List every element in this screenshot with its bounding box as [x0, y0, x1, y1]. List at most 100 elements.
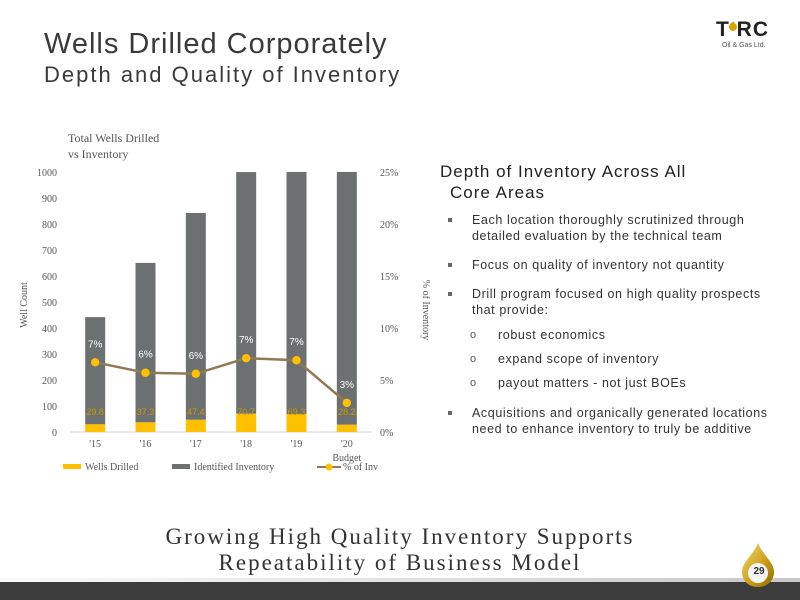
sub-bullet-text: robust economics: [498, 328, 606, 342]
pct-inventory-data-label: 3%: [340, 380, 355, 391]
y-tick-label: 500: [42, 298, 57, 309]
y-tick-label: 900: [42, 194, 57, 205]
wells-drilled-data-label: 69.3: [288, 407, 306, 417]
y-tick-label: 400: [42, 324, 57, 335]
wells-inventory-chart: Total Wells Drilled vs Inventory 0 100 200…: [19, 131, 430, 473]
x-tick-label: '17: [190, 439, 202, 450]
y-tick-label: 200: [42, 376, 57, 387]
logo-wordmark: T RC: [716, 18, 769, 41]
slide-tagline: Growing High Quality Inventory Supports …: [0, 524, 800, 576]
footer-gradient: [0, 578, 800, 582]
sub-bullet-text: expand scope of inventory: [498, 352, 659, 366]
bar-identified-inventory: [236, 172, 257, 414]
bar-wells-drilled: [236, 413, 257, 432]
y-tick-label: 0: [52, 428, 57, 439]
y2-tick-label: 20%: [380, 220, 398, 231]
legend-label-wells-drilled: Wells Drilled: [85, 462, 138, 473]
y-tick-label: 600: [42, 272, 57, 283]
sub-bullet-item: o robust economics: [448, 327, 768, 343]
bullet-item: Acquisitions and organically generated l…: [448, 405, 768, 437]
y2-tick-label: 0%: [380, 428, 393, 439]
logo-tagline: Oil & Gas Ltd.: [722, 42, 766, 49]
x-tick-label: '20: [341, 439, 353, 450]
pct-inventory-data-label: 7%: [88, 339, 103, 350]
page-number: 29: [753, 566, 765, 577]
slide-title: Wells Drilled Corporately: [44, 28, 388, 60]
wells-drilled-data-label: 28.2: [338, 407, 356, 417]
bullet-text: Acquisitions and organically generated l…: [472, 406, 768, 436]
y-tick-label: 100: [42, 402, 57, 413]
sub-bullet-item: o payout matters - not just BOEs: [448, 375, 768, 391]
bullet-text: Each location thoroughly scrutinized thr…: [472, 213, 745, 243]
square-bullet-icon: [448, 292, 452, 296]
slide-subtitle: Depth and Quality of Inventory: [44, 62, 402, 87]
footer-bar: [0, 582, 800, 600]
pct-inventory-point: [342, 398, 352, 408]
pct-inventory-data-label: 6%: [138, 350, 153, 361]
circle-bullet-icon: o: [470, 329, 477, 341]
bar-wells-drilled: [85, 424, 106, 432]
bullet-list: Each location thoroughly scrutinized thr…: [448, 212, 768, 437]
y-tick-label: 300: [42, 350, 57, 361]
pct-inventory-data-label: 7%: [239, 335, 254, 346]
wells-drilled-data-label: 29.8: [86, 407, 104, 417]
legend-swatch-wells-drilled: [63, 464, 81, 469]
torc-logo: T RC Oil & Gas Ltd.: [700, 18, 786, 54]
bar-identified-inventory: [85, 317, 106, 425]
y2-axis-label: % of Inventory: [420, 280, 430, 341]
pct-inventory-data-label: 7%: [289, 337, 304, 348]
right-heading-line1: Depth of Inventory Across All: [440, 162, 687, 181]
pct-inventory-point: [191, 369, 201, 378]
bullet-item: Focus on quality of inventory not quanti…: [448, 257, 768, 273]
bullet-text: Drill program focused on high quality pr…: [472, 287, 761, 317]
pct-inventory-point: [292, 356, 301, 365]
y2-tick-label: 25%: [380, 168, 398, 179]
legend-swatch-identified-inventory: [172, 464, 190, 469]
bar-identified-inventory: [336, 171, 357, 425]
y-tick-label: 800: [42, 220, 57, 231]
bar-wells-drilled: [286, 413, 307, 432]
x-tick-sublabel: Budget: [332, 453, 361, 464]
y2-tick-label: 15%: [380, 272, 398, 283]
y2-tick-label: 5%: [380, 376, 393, 387]
x-tick-label: '18: [240, 439, 252, 450]
bar-wells-drilled: [336, 424, 357, 432]
right-heading-line2: Core Areas: [450, 183, 546, 202]
wells-drilled-data-label: 47.4: [187, 407, 205, 417]
legend-label-pct-inventory: % of Inv: [343, 462, 378, 473]
square-bullet-icon: [448, 218, 452, 222]
tagline-line2: Repeatability of Business Model: [218, 550, 582, 575]
y-axis-label: Well Count: [19, 282, 30, 328]
y-tick-label: 1000: [37, 168, 57, 179]
chart-title-line2: vs Inventory: [68, 147, 128, 161]
bar-wells-drilled: [185, 419, 206, 432]
bar-identified-inventory: [135, 262, 156, 423]
wells-drilled-data-label: 37.3: [137, 407, 155, 417]
pct-inventory-point: [141, 368, 150, 377]
sub-bullet-text: payout matters - not just BOEs: [498, 376, 687, 390]
bar-wells-drilled: [135, 422, 156, 432]
pct-inventory-point: [90, 358, 100, 367]
right-heading: Depth of Inventory Across All Core Areas: [440, 161, 686, 203]
pct-inventory-line: [94, 356, 348, 404]
pct-inventory-point: [241, 353, 251, 363]
pct-inventory-data-label: 6%: [189, 351, 204, 362]
tagline-line1: Growing High Quality Inventory Supports: [165, 524, 635, 549]
bullet-text: Focus on quality of inventory not quanti…: [472, 258, 725, 272]
bar-identified-inventory: [286, 171, 307, 414]
legend-label-identified-inventory: Identified Inventory: [194, 462, 274, 473]
chart-title-line1: Total Wells Drilled: [68, 131, 159, 145]
bar-identified-inventory: [185, 212, 206, 420]
x-tick-label: '16: [140, 439, 152, 450]
circle-bullet-icon: o: [470, 353, 477, 365]
oil-drop-icon: [742, 543, 774, 587]
bullet-item: Drill program focused on high quality pr…: [448, 286, 768, 318]
x-tick-label: '19: [291, 439, 303, 450]
legend-marker-pct-inventory: [325, 463, 333, 471]
y-tick-label: 700: [42, 246, 57, 257]
x-tick-label: '15: [89, 439, 101, 450]
wells-drilled-data-label: 70.7: [237, 407, 255, 417]
bullet-item: Each location thoroughly scrutinized thr…: [448, 212, 768, 244]
sub-bullet-item: o expand scope of inventory: [448, 351, 768, 367]
circle-bullet-icon: o: [470, 377, 477, 389]
